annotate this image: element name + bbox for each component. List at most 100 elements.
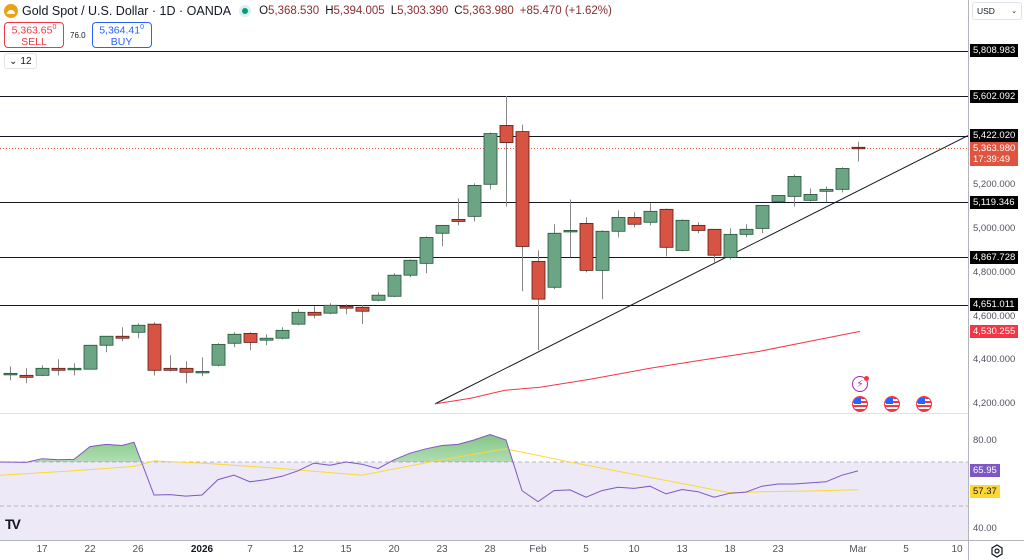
candle[interactable] — [211, 343, 226, 367]
candle[interactable] — [339, 304, 354, 315]
candle[interactable] — [371, 292, 386, 302]
rsi-value-label: 65.95 — [970, 464, 1000, 478]
economic-event-bolt-icon[interactable]: ⚡ — [852, 376, 869, 392]
level-price-label: 4,651.011 — [970, 298, 1018, 312]
currency-selector[interactable]: USD ⌄ — [972, 2, 1022, 20]
candle[interactable] — [739, 224, 754, 238]
candle[interactable] — [115, 327, 130, 342]
time-tick-label: 28 — [484, 544, 496, 555]
candle[interactable] — [579, 217, 594, 273]
candle[interactable] — [435, 224, 450, 247]
low-label: L — [390, 5, 398, 17]
buy-button[interactable]: 5,364.410 BUY — [91, 22, 152, 48]
candle[interactable] — [403, 259, 418, 278]
price-tick-label: 5,200.000 — [973, 178, 1016, 190]
candle[interactable] — [675, 219, 690, 252]
time-axis-divider — [0, 540, 1024, 541]
indicators-toggle-button[interactable]: ⌄ 12 — [4, 53, 37, 69]
candle[interactable] — [275, 327, 290, 340]
us-flag-event-icon[interactable] — [916, 396, 932, 412]
candle[interactable] — [563, 199, 578, 258]
candle[interactable] — [819, 186, 834, 203]
time-tick-label: Mar — [849, 544, 867, 555]
time-tick-label: 15 — [340, 544, 352, 555]
candle[interactable] — [3, 366, 18, 381]
ma-value-label: 4,530.255 — [970, 324, 1019, 338]
sell-button[interactable]: 5,363.650 SELL — [4, 22, 64, 48]
candle[interactable] — [179, 361, 194, 384]
rsi-line[interactable] — [0, 433, 859, 503]
candle[interactable] — [227, 332, 242, 348]
candle[interactable] — [531, 250, 546, 351]
candle[interactable] — [499, 96, 514, 207]
price-pane[interactable] — [0, 0, 968, 413]
settings-icon[interactable] — [990, 544, 1004, 558]
trade-panel: 5,363.650 SELL 76.0 5,364.410 BUY — [4, 22, 152, 48]
candle[interactable] — [355, 305, 370, 325]
us-flag-event-icon[interactable] — [852, 396, 868, 412]
candle[interactable] — [611, 210, 626, 238]
candle[interactable] — [387, 273, 402, 298]
open-label: O — [259, 5, 269, 17]
candle[interactable] — [147, 322, 162, 376]
candle[interactable] — [259, 334, 274, 346]
candle[interactable] — [243, 332, 258, 351]
market-open-icon[interactable] — [239, 5, 252, 17]
candle[interactable] — [419, 236, 434, 274]
rsi-ma-value-label: 57.37 — [970, 485, 1000, 499]
candle[interactable] — [163, 355, 178, 372]
candle[interactable] — [67, 363, 82, 376]
trendline[interactable] — [434, 135, 968, 405]
bar-countdown: 17:39:49 — [973, 154, 1010, 166]
time-tick-label: 20 — [388, 544, 400, 555]
candle[interactable] — [659, 208, 674, 257]
price-tick-label: 4,800.000 — [973, 266, 1016, 278]
candle[interactable] — [851, 141, 866, 162]
tradingview-logo[interactable]: TV — [5, 516, 21, 532]
candle[interactable] — [467, 183, 482, 222]
candle[interactable] — [35, 365, 50, 377]
candle[interactable] — [787, 174, 802, 207]
candle[interactable] — [451, 198, 466, 226]
candle[interactable] — [771, 195, 786, 203]
candle[interactable] — [195, 357, 210, 377]
candle[interactable] — [627, 212, 642, 228]
rsi-pane[interactable] — [0, 414, 968, 541]
candle[interactable] — [835, 167, 850, 193]
rsi-tick-label: 40.00 — [973, 522, 997, 534]
candle[interactable] — [707, 228, 722, 263]
candle[interactable] — [307, 306, 322, 319]
pane-divider[interactable] — [0, 413, 968, 414]
high-value: 5,394.005 — [333, 5, 385, 17]
candle[interactable] — [595, 230, 610, 300]
us-flag-event-icon[interactable] — [884, 396, 900, 412]
candle[interactable] — [291, 309, 306, 326]
candle[interactable] — [83, 344, 98, 370]
buy-label: BUY — [110, 35, 133, 48]
current-price-value: 5,363.980 — [973, 143, 1016, 155]
candle[interactable] — [131, 323, 146, 339]
candle[interactable] — [547, 224, 562, 290]
candle[interactable] — [99, 335, 114, 353]
candle[interactable] — [723, 228, 738, 260]
chevron-down-icon: ⌄ — [1011, 8, 1017, 15]
candle[interactable] — [643, 203, 658, 226]
symbol-title[interactable]: Gold Spot / U.S. Dollar · 1D · OANDA — [22, 4, 232, 18]
open-value: 5,368.530 — [268, 5, 320, 17]
candle[interactable] — [755, 204, 770, 234]
candle[interactable] — [51, 359, 66, 376]
candle[interactable] — [803, 188, 818, 202]
candle[interactable] — [483, 132, 498, 190]
candle[interactable] — [19, 368, 34, 384]
low-value: 5,303.390 — [397, 5, 449, 17]
ohlc-values: O5,368.530 H5,394.005 L5,303.390 C5,363.… — [259, 5, 612, 17]
time-tick-label: 12 — [292, 544, 304, 555]
candle[interactable] — [323, 303, 338, 315]
indicators-count: 12 — [20, 55, 32, 67]
rsi-ma-line[interactable] — [0, 448, 859, 494]
candle[interactable] — [691, 222, 706, 234]
chevron-down-icon: ⌄ — [9, 55, 18, 67]
currency-value: USD — [977, 6, 995, 16]
candle[interactable] — [515, 124, 530, 292]
moving-average-line[interactable] — [434, 330, 861, 405]
